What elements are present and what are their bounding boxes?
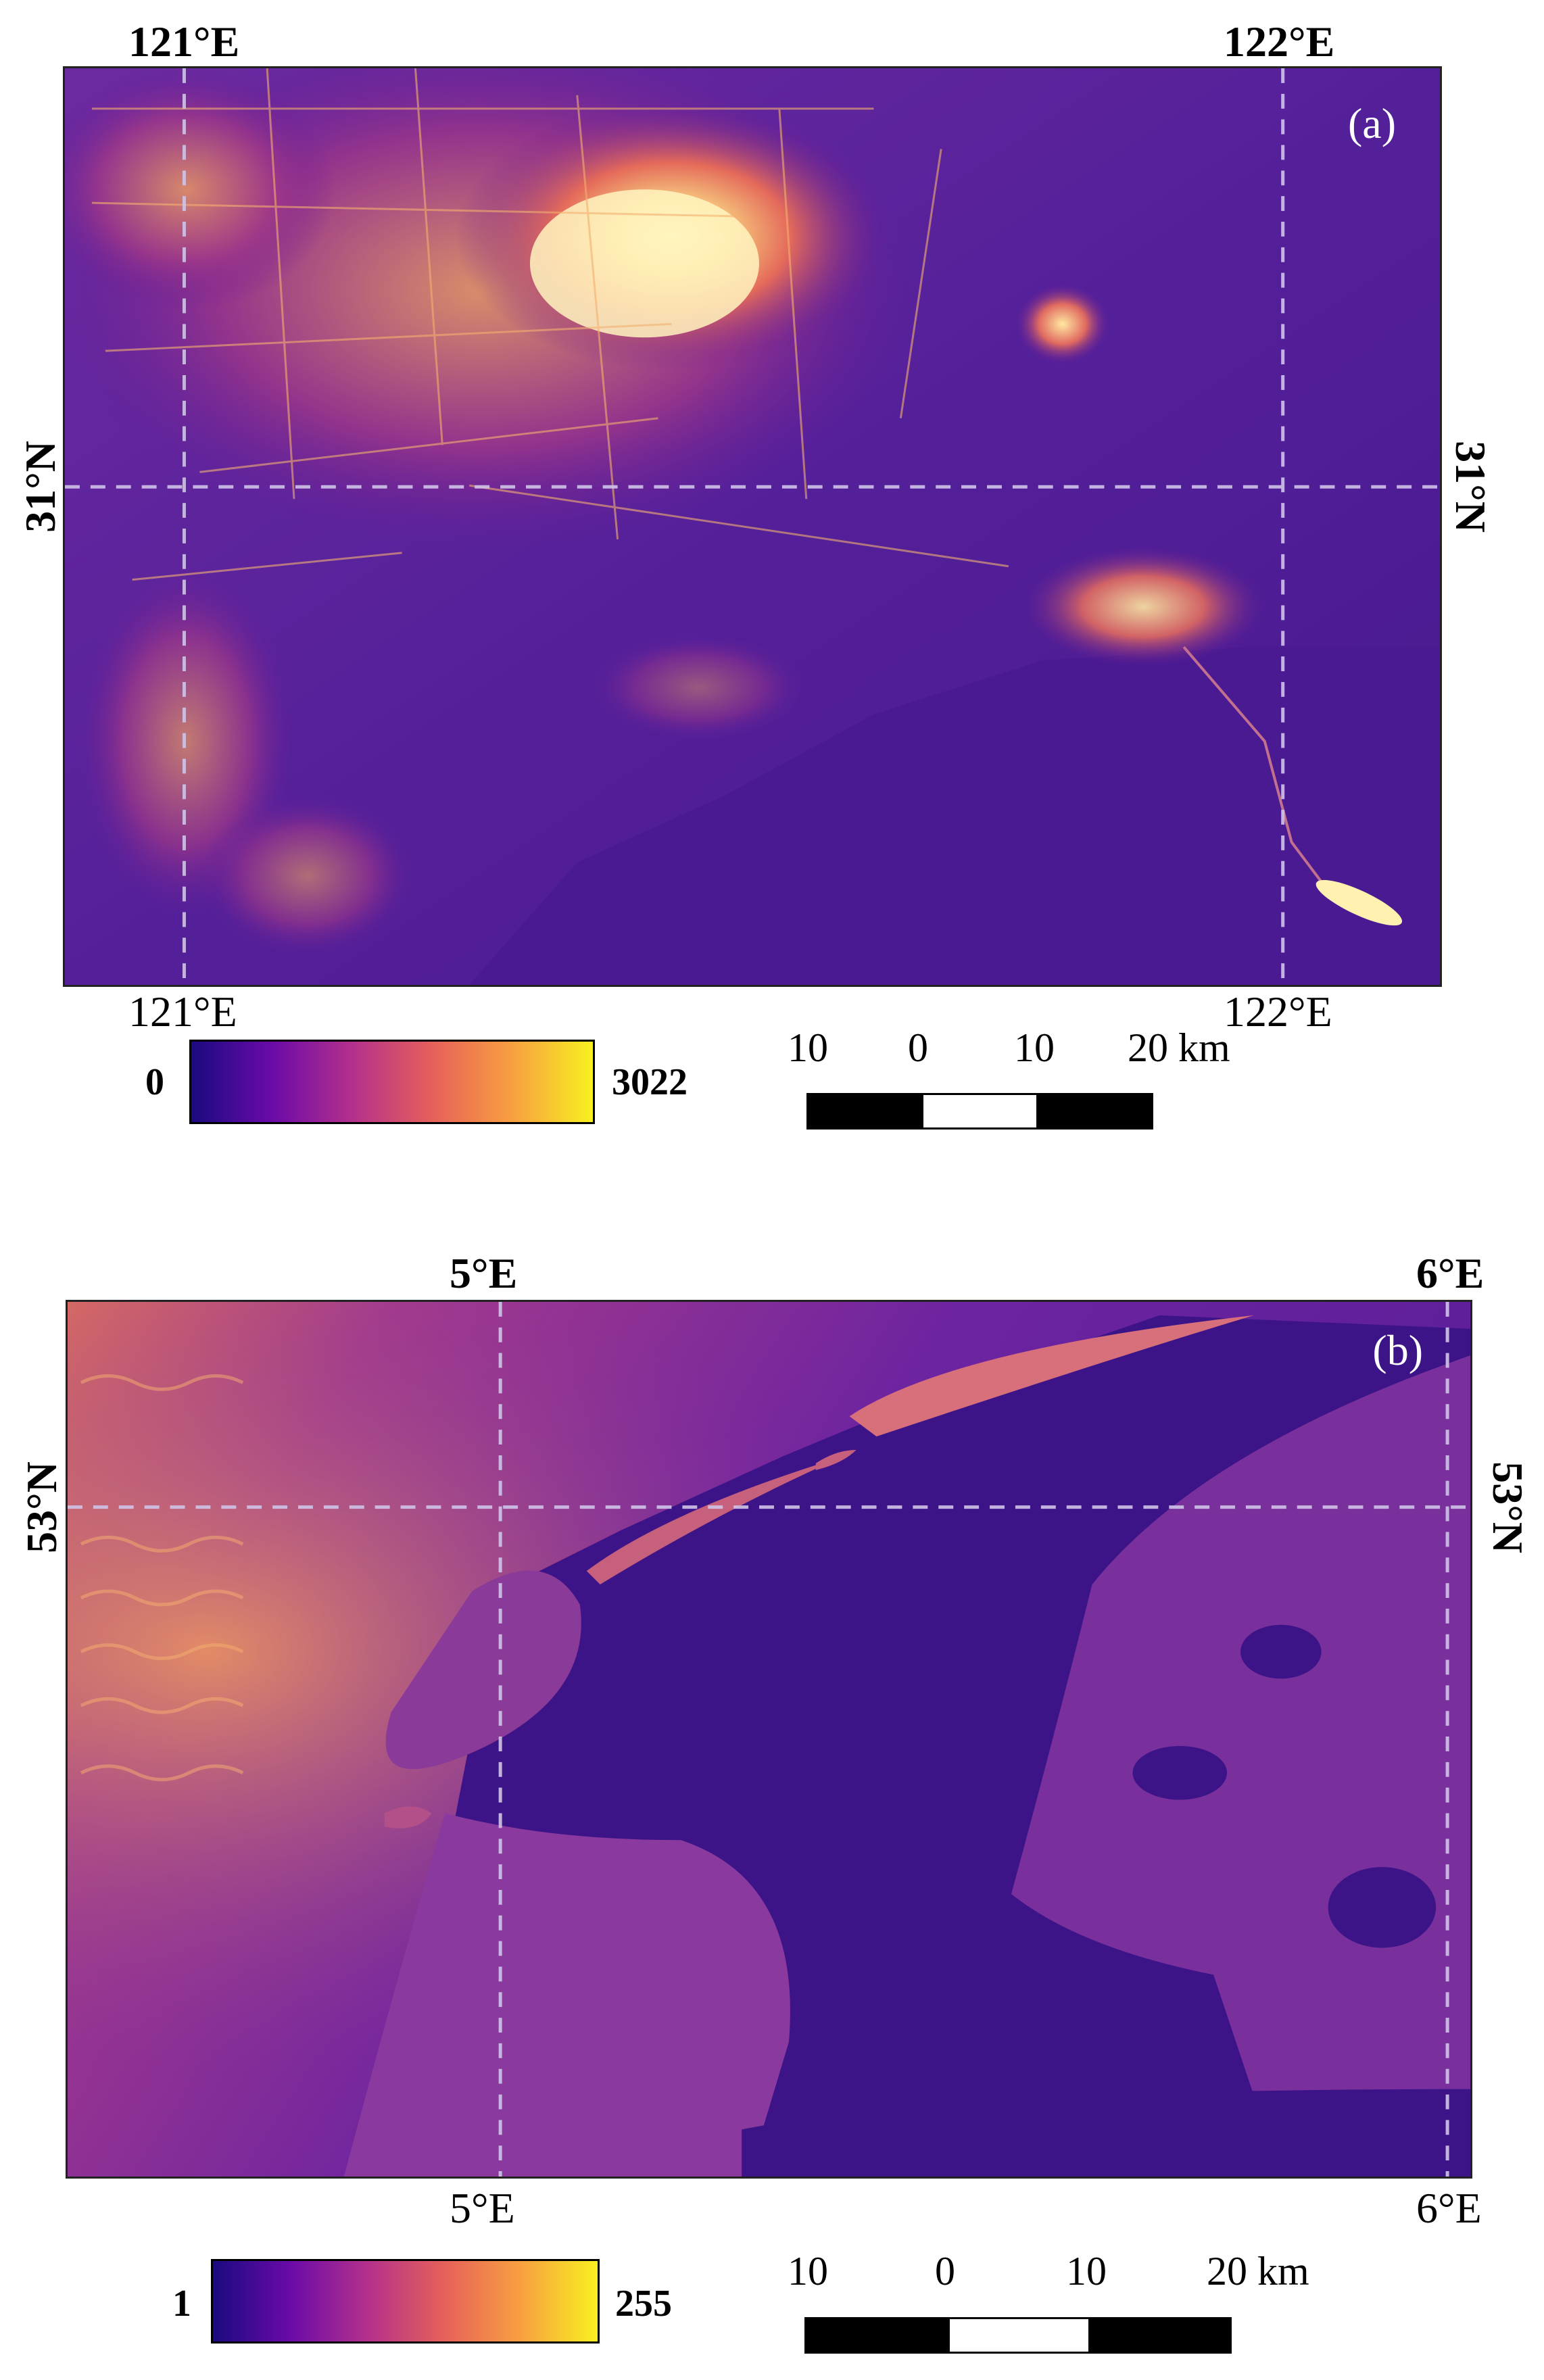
scalebar-segment — [809, 1095, 923, 1127]
panel-label-a: (a) — [1347, 99, 1396, 147]
scalebar-label-0: 0 — [935, 2249, 955, 2293]
top-lon-label-121: 121°E — [128, 18, 240, 66]
colorbar-max-label: 255 — [615, 2283, 672, 2325]
panel-label-b: (b) — [1372, 1326, 1423, 1374]
sar-map-b: (b) — [66, 1300, 1472, 2179]
left-lat-label: 53°N — [18, 1461, 66, 1553]
top-lon-label-6e: 6°E — [1416, 1249, 1485, 1297]
scalebar-segment — [923, 1095, 1036, 1127]
bottom-lon-label-6e: 6°E — [1416, 2184, 1482, 2232]
scalebar-label-10-left: 10 — [788, 1025, 828, 1070]
colorbar-min-label: 0 — [145, 1061, 164, 1103]
scalebar-label-20km: 20 km — [1128, 1025, 1230, 1070]
scalebar-label-20km: 20 km — [1207, 2249, 1309, 2293]
bottom-lon-label-121: 121°E — [128, 988, 237, 1036]
right-lat-label: 31°N — [1447, 441, 1495, 533]
bottom-lon-label-122: 122°E — [1224, 988, 1332, 1036]
colorbar-max-label: 3022 — [612, 1061, 687, 1103]
colorbar-min-label: 1 — [172, 2283, 191, 2325]
scalebar-label-10-left: 10 — [788, 2249, 828, 2293]
top-lon-label-122: 122°E — [1224, 18, 1335, 66]
scalebar-segment — [806, 2319, 950, 2352]
scalebar — [806, 1093, 1153, 1130]
panel-b: 5°E 6°E 53°N 53°N — [0, 1237, 1544, 2380]
scalebar-segment — [950, 2319, 1088, 2352]
panel-a: 121°E 122°E 31°N 31°N — [0, 0, 1544, 1149]
scalebar-segment — [1036, 1095, 1151, 1127]
top-lon-label-5e: 5°E — [450, 1249, 518, 1297]
scalebar-segment — [1088, 2319, 1230, 2352]
scalebar — [804, 2317, 1232, 2354]
night-lights-map-a: (a) — [63, 66, 1442, 987]
bottom-lon-label-5e: 5°E — [450, 2184, 515, 2232]
colorbar — [211, 2259, 600, 2343]
left-lat-label: 31°N — [16, 441, 64, 533]
right-lat-label: 53°N — [1484, 1461, 1532, 1553]
scalebar-label-0: 0 — [908, 1025, 928, 1070]
colorbar — [189, 1040, 595, 1124]
scalebar-label-10-right: 10 — [1014, 1025, 1055, 1070]
scalebar-label-10-right: 10 — [1066, 2249, 1107, 2293]
